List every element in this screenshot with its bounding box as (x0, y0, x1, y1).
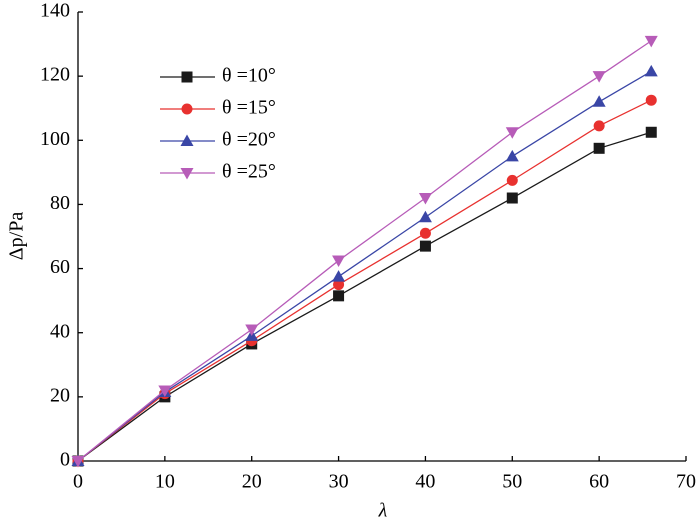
marker (505, 127, 519, 139)
marker (419, 227, 431, 239)
y-axis-label: Δp/Pa (6, 212, 28, 261)
marker (333, 279, 345, 291)
x-tick-label: 50 (502, 471, 522, 493)
x-tick-label: 0 (73, 471, 83, 493)
y-tick-label: 80 (50, 192, 70, 214)
legend-label: θ =25° (222, 161, 276, 183)
marker (180, 168, 194, 180)
legend-label: θ =10° (222, 65, 276, 87)
marker (592, 71, 606, 83)
y-tick-label: 0 (60, 449, 70, 471)
series-line (77, 131, 652, 462)
legend-label: θ =15° (222, 97, 276, 119)
y-tick-label: 20 (50, 384, 70, 406)
marker (71, 456, 85, 468)
marker (180, 134, 194, 146)
x-tick-label: 10 (155, 471, 175, 493)
x-tick-label: 20 (242, 471, 262, 493)
marker (332, 270, 346, 282)
series-line (77, 99, 652, 462)
series-line (77, 70, 652, 462)
marker (332, 255, 346, 268)
series-line (77, 40, 652, 462)
y-tick-label: 140 (40, 0, 70, 22)
y-tick-label: 100 (40, 128, 70, 150)
y-tick-label: 120 (40, 64, 70, 86)
marker (418, 210, 432, 223)
marker (245, 324, 259, 337)
marker (593, 142, 605, 154)
x-axis-label: λ (378, 500, 388, 522)
marker (419, 240, 431, 252)
marker (181, 71, 193, 83)
marker (645, 94, 657, 106)
marker (644, 35, 658, 48)
y-tick-label: 60 (50, 256, 70, 278)
x-tick-label: 40 (415, 471, 435, 493)
x-tick-label: 60 (589, 471, 609, 493)
marker (181, 103, 193, 115)
x-tick-label: 70 (676, 471, 696, 493)
marker (644, 64, 658, 77)
marker (333, 290, 345, 302)
marker (593, 120, 605, 132)
marker (158, 385, 172, 397)
marker (506, 192, 518, 204)
y-tick-label: 40 (50, 320, 70, 342)
marker (506, 174, 518, 186)
marker (592, 95, 606, 107)
marker (645, 126, 657, 138)
legend-label: θ =20° (222, 129, 276, 151)
marker (418, 193, 432, 205)
marker (505, 149, 519, 162)
x-tick-label: 30 (329, 471, 349, 493)
